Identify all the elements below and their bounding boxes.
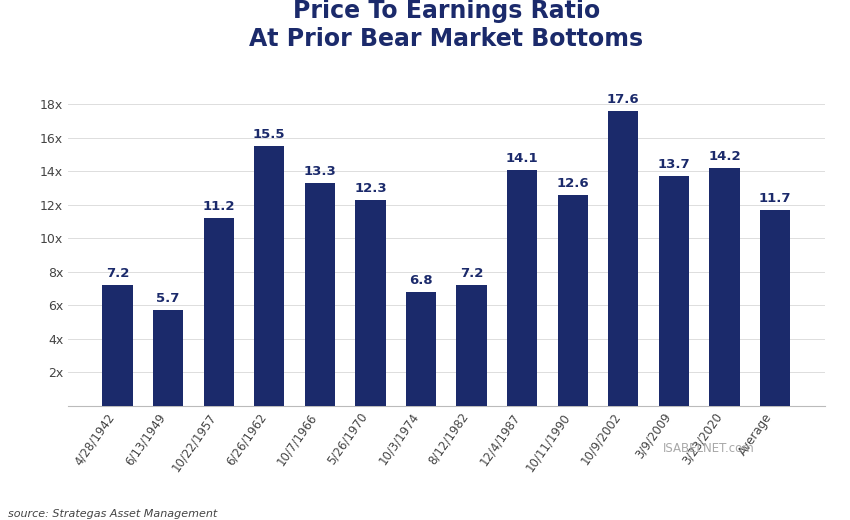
Bar [456, 285, 487, 406]
Text: 13.3: 13.3 [303, 165, 337, 178]
Title: Price To Earnings Ratio
At Prior Bear Market Bottoms: Price To Earnings Ratio At Prior Bear Ma… [249, 0, 643, 51]
Text: 7.2: 7.2 [106, 267, 129, 280]
Text: 14.1: 14.1 [506, 151, 538, 164]
Text: 14.2: 14.2 [708, 150, 740, 163]
Bar [254, 146, 285, 406]
Bar [558, 194, 588, 406]
Bar [507, 170, 537, 406]
Bar [608, 111, 638, 406]
Text: 17.6: 17.6 [607, 93, 639, 106]
Text: 5.7: 5.7 [156, 292, 180, 305]
Bar [304, 183, 335, 406]
Text: 11.2: 11.2 [202, 200, 235, 213]
Text: 7.2: 7.2 [460, 267, 483, 280]
Bar [709, 168, 740, 406]
Text: 12.6: 12.6 [557, 177, 589, 190]
Text: 11.7: 11.7 [759, 192, 791, 205]
Bar [405, 292, 436, 406]
Text: source: Strategas Asset Management: source: Strategas Asset Management [8, 510, 218, 519]
Text: 15.5: 15.5 [253, 128, 286, 141]
Text: 6.8: 6.8 [409, 274, 433, 287]
Bar [659, 176, 689, 406]
Bar [203, 218, 234, 406]
Bar [760, 210, 790, 406]
Text: 12.3: 12.3 [354, 181, 387, 194]
Bar [153, 310, 184, 406]
Bar [355, 200, 386, 406]
Text: ISABELNET.com: ISABELNET.com [663, 443, 755, 456]
Text: 13.7: 13.7 [658, 158, 690, 171]
Bar [102, 285, 133, 406]
